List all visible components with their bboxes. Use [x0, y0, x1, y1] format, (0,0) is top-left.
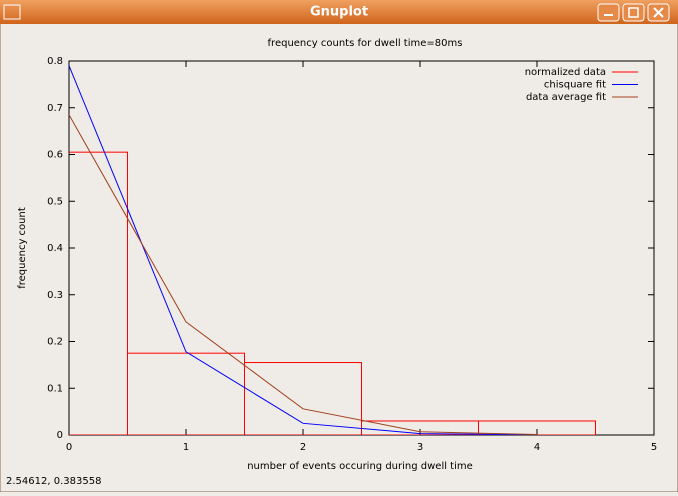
minimize-button[interactable]	[597, 3, 620, 22]
y-tick-label: 0.6	[47, 150, 63, 161]
x-tick-label: 3	[417, 442, 423, 453]
x-axis-label: number of events occuring during dwell t…	[247, 461, 473, 472]
y-tick-label: 0	[57, 430, 63, 441]
histogram-box	[478, 420, 596, 435]
x-tick-label: 5	[651, 442, 657, 453]
x-tick-label: 1	[183, 442, 189, 453]
fit-line	[69, 65, 538, 435]
legend-label: normalized data	[525, 67, 606, 78]
y-tick-label: 0.8	[47, 56, 63, 67]
maximize-button[interactable]	[622, 3, 645, 22]
x-tick-label: 0	[66, 442, 72, 453]
window-title: Gnuplot	[310, 5, 368, 20]
y-tick-label: 0.3	[47, 290, 63, 301]
y-tick-label: 0.5	[47, 196, 63, 207]
x-tick-label: 4	[534, 442, 540, 453]
title-bar	[0, 0, 678, 24]
window-buttons[interactable]	[597, 3, 670, 22]
chart-title: frequency counts for dwell time=80ms	[268, 38, 463, 49]
x-tick-label: 2	[300, 442, 306, 453]
y-tick-label: 0.1	[47, 383, 63, 394]
legend-label: data average fit	[526, 92, 606, 103]
y-tick-label: 0.2	[47, 337, 63, 348]
y-axis-label: frequency count	[17, 207, 28, 289]
y-tick-label: 0.4	[47, 243, 63, 254]
histogram-box	[69, 151, 128, 435]
fit-line	[69, 114, 538, 435]
histogram-box	[244, 362, 362, 435]
status-text: 2.54612, 0.383558	[6, 476, 101, 487]
window-icon	[3, 4, 21, 20]
y-tick-label: 0.7	[47, 103, 63, 114]
legend-label: chisquare fit	[544, 80, 606, 91]
